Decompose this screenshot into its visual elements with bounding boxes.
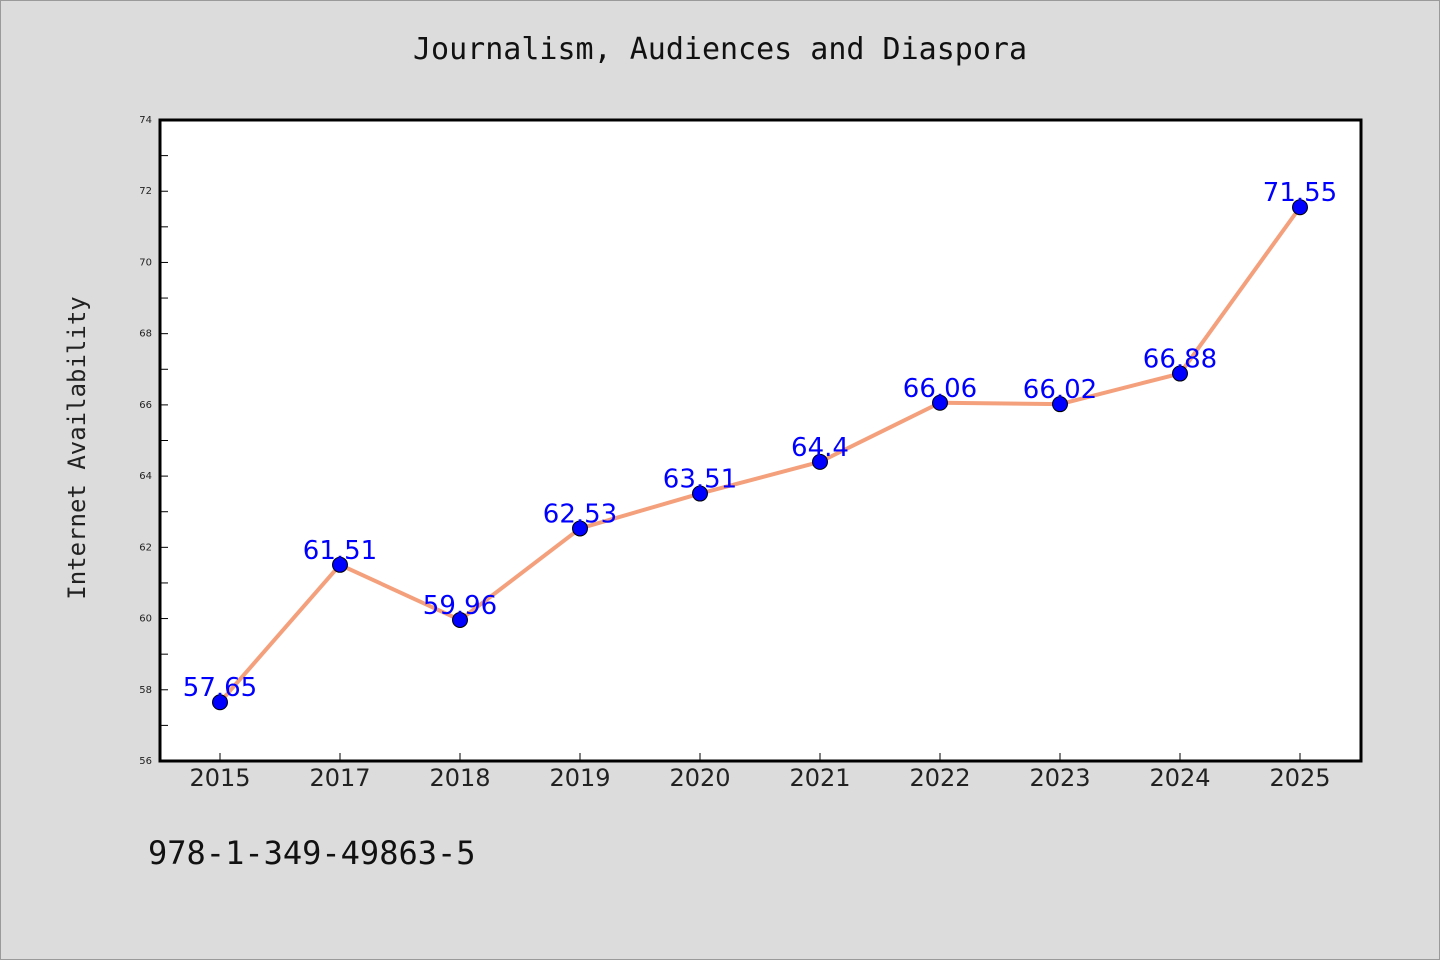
- y-tick-label: 66: [139, 400, 152, 411]
- series-line: [218, 206, 1302, 704]
- data-point: [1292, 199, 1308, 216]
- x-tick-label: 2020: [669, 764, 730, 792]
- data-label: 64.4: [791, 433, 849, 463]
- data-point: [1052, 396, 1068, 413]
- x-axis-ticks: 2015 2017 2018 2019 2020 2021 2022 2023 2024 2025: [189, 753, 1331, 792]
- data-label: 57.65: [183, 673, 257, 703]
- y-tick-label: 70: [139, 257, 152, 268]
- x-tick-label: 2019: [549, 764, 610, 792]
- footer-isbn: 978-1-349-49863-5: [148, 834, 476, 872]
- data-label: 66.02: [1023, 375, 1097, 405]
- plot-area: [160, 120, 1361, 761]
- y-tick-label: 74: [139, 115, 152, 126]
- data-point: [692, 485, 708, 502]
- data-point: [332, 556, 348, 573]
- data-point: [1172, 365, 1188, 382]
- data-point: [812, 453, 828, 470]
- y-tick-label: 72: [139, 186, 152, 197]
- x-tick-label: 2022: [909, 764, 970, 792]
- data-point: [212, 694, 228, 711]
- chart-title: Journalism, Audiences and Diaspora: [412, 32, 1028, 67]
- data-label: 71.55: [1263, 178, 1337, 208]
- series-group: [212, 199, 1308, 711]
- data-label: 66.88: [1143, 345, 1217, 375]
- x-tick-label: 2018: [429, 764, 490, 792]
- y-tick-label: 58: [139, 685, 152, 696]
- x-tick-label: 2015: [189, 764, 250, 792]
- data-point: [572, 520, 588, 537]
- x-tick-label: 2023: [1029, 764, 1090, 792]
- plot-border: [158, 118, 1363, 763]
- data-label: 63.51: [663, 465, 737, 495]
- x-tick-label: 2021: [789, 764, 850, 792]
- data-label: 59.96: [423, 591, 497, 621]
- y-tick-label: 64: [139, 471, 152, 482]
- data-labels-group: 57.65 61.51 59.96 62.53 63.51 64.4 66.06 66.02 6…: [183, 178, 1337, 703]
- y-tick-label: 60: [139, 614, 152, 625]
- data-label: 66.06: [903, 374, 977, 404]
- y-tick-label: 68: [139, 329, 152, 340]
- y-tick-label: 62: [139, 542, 152, 553]
- data-point: [932, 394, 948, 411]
- data-point: [452, 611, 468, 628]
- x-tick-label: 2024: [1149, 764, 1210, 792]
- y-tick-label: 56: [139, 756, 152, 767]
- x-tick-label: 2017: [309, 764, 370, 792]
- data-label: 62.53: [543, 499, 617, 529]
- data-label: 61.51: [303, 536, 377, 566]
- x-tick-label: 2025: [1269, 764, 1330, 792]
